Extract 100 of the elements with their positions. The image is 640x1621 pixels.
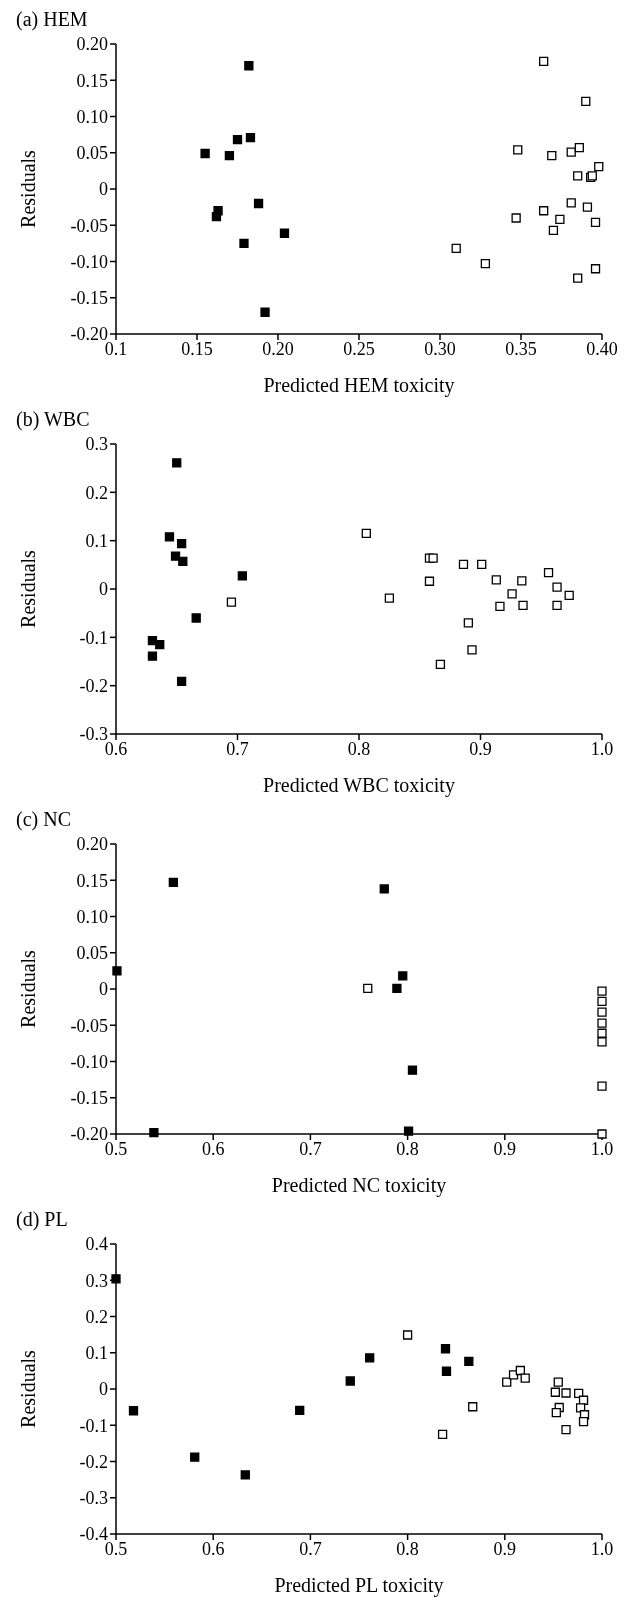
x-tick-label: 0.8 [347,738,371,759]
x-tick-label: 0.7 [226,738,249,759]
point [428,553,438,563]
point [502,1377,512,1387]
x-tick-label: 0.6 [201,1538,225,1559]
point [547,151,557,161]
y-tick-label: 0.10 [76,106,108,127]
y-tick-label: -0.10 [70,1051,108,1072]
point [574,143,584,153]
x-tick-label: 0.40 [586,338,618,359]
point [112,966,122,976]
y-tick-label: 0.4 [85,1234,108,1255]
point [468,1402,478,1412]
point [597,996,607,1006]
x-axis-title: Predicted HEM toxicity [263,374,455,397]
point [379,884,389,894]
x-tick-label: 0.7 [299,1138,322,1159]
point [190,1452,200,1462]
point [513,145,523,155]
point [111,1274,121,1284]
y-tick-label: -0.3 [79,1488,108,1509]
point [477,559,487,569]
point [232,135,243,145]
x-tick-label: 0.20 [262,338,294,359]
point [361,528,371,539]
y-axis-title: Residuals [17,1349,40,1428]
point [553,1377,563,1387]
x-axis-title: Predicted NC toxicity [271,1174,447,1197]
x-tick-label: 0.15 [181,338,213,359]
x-tick-label: 0.7 [299,1538,322,1559]
x-tick-label: 0.30 [424,338,456,359]
point [552,582,562,592]
point [467,645,477,655]
point [407,1065,418,1075]
point [594,161,604,172]
y-tick-label: -0.2 [79,676,108,697]
point [578,1416,589,1427]
x-axis-title: Predicted WBC toxicity [263,774,455,797]
y-tick-label: 0.3 [85,1270,108,1291]
y-tick-label: -0.10 [70,251,108,272]
y-tick-label: 0.1 [85,531,108,552]
point [573,273,583,283]
chart-title: (a) HEM [15,8,89,33]
point [458,559,469,569]
point [164,532,175,542]
point [253,198,264,209]
point [147,651,158,661]
point [441,1366,452,1376]
point [597,1081,607,1091]
point [597,1028,607,1038]
point [550,1387,560,1397]
point [539,56,549,67]
y-tick-label: 0.2 [85,482,108,503]
y-axis-title: Residuals [17,949,40,1028]
point [176,538,187,549]
point [402,1330,413,1340]
point [597,1037,607,1047]
y-axis-title: Residuals [17,149,40,228]
point [437,1429,448,1439]
point [561,1388,571,1398]
point [226,597,237,607]
point [543,567,554,578]
y-tick-label: 0.3 [85,434,108,455]
point [244,61,254,71]
point [211,211,222,222]
y-axis-title: Residuals [17,549,40,628]
point [200,148,210,159]
point [392,983,402,993]
chart-title: (b) WBC [15,408,91,433]
point [552,600,562,611]
x-tick-label: 0.8 [396,1138,419,1159]
y-tick-label: 0 [99,179,108,200]
point [464,1356,474,1367]
y-tick-label: -0.15 [70,1088,108,1109]
point [384,593,395,603]
point [597,1018,607,1028]
point [573,171,583,181]
point [581,96,591,106]
point [517,576,527,586]
y-tick-label: 0 [99,579,108,600]
point [365,1353,375,1363]
y-tick-label: 0.15 [76,870,108,891]
y-tick-label: 0.05 [76,943,108,964]
x-tick-label: 0.25 [343,338,375,359]
point [128,1406,139,1416]
point [566,198,576,208]
point [178,556,188,567]
point [440,1344,451,1354]
x-tick-label: 1.0 [590,1138,614,1159]
x-tick-label: 1.0 [590,738,614,759]
x-tick-label: 0.8 [396,1538,419,1559]
point [191,613,201,623]
y-tick-label: -0.15 [70,288,108,309]
point [279,228,290,238]
point [539,206,549,216]
point [518,600,528,611]
y-tick-label: -0.05 [70,1015,108,1036]
point [555,214,565,225]
x-axis-title: Predicted PL toxicity [274,1574,444,1597]
point [260,307,270,317]
